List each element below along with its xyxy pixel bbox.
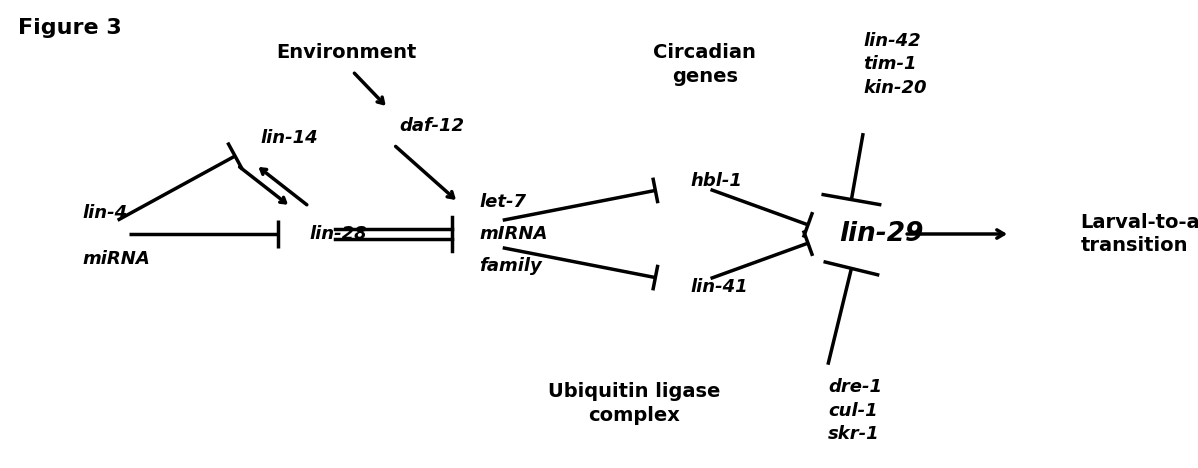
Text: mIRNA: mIRNA — [479, 225, 547, 243]
Text: lin-14: lin-14 — [261, 129, 319, 146]
Text: Larval-to-adult
transition: Larval-to-adult transition — [1081, 213, 1198, 255]
Text: Environment: Environment — [277, 44, 417, 62]
Text: Figure 3: Figure 3 — [18, 18, 122, 38]
Text: Ubiquitin ligase
complex: Ubiquitin ligase complex — [547, 382, 720, 425]
Text: lin-28: lin-28 — [309, 225, 367, 243]
Text: lin-41: lin-41 — [690, 278, 749, 296]
Text: let-7: let-7 — [479, 193, 526, 211]
Text: Circadian
genes: Circadian genes — [653, 43, 756, 86]
Text: daf-12: daf-12 — [399, 117, 465, 135]
Text: miRNA: miRNA — [83, 250, 150, 268]
Text: lin-29: lin-29 — [840, 221, 924, 247]
Text: family: family — [479, 257, 541, 275]
Text: hbl-1: hbl-1 — [690, 172, 743, 190]
Text: lin-4: lin-4 — [83, 205, 127, 222]
Text: lin-42
tim-1
kin-20: lin-42 tim-1 kin-20 — [863, 32, 927, 97]
Text: dre-1
cul-1
skr-1: dre-1 cul-1 skr-1 — [828, 378, 882, 443]
